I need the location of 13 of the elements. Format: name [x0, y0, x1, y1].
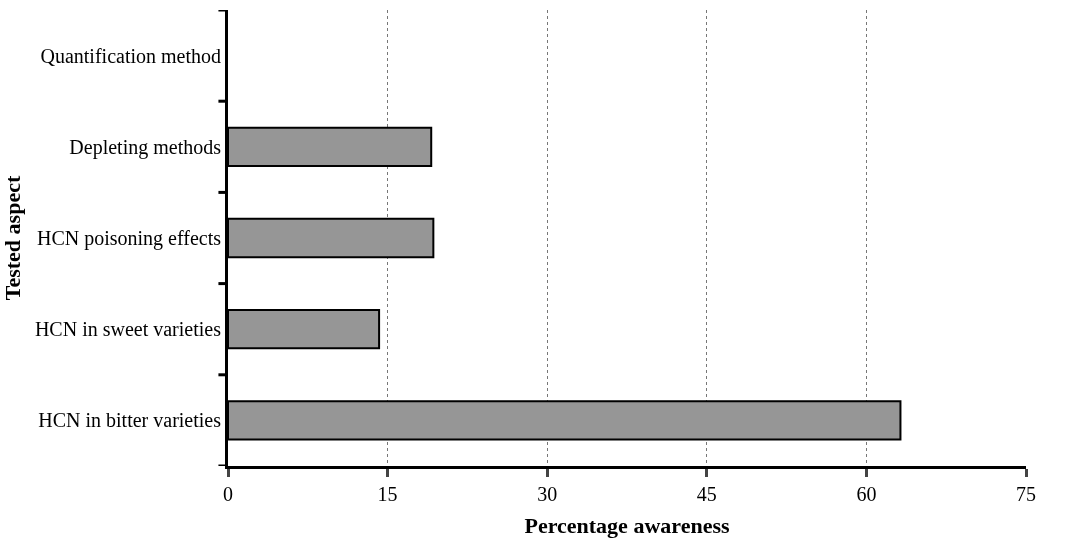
y-tick-label: HCN in sweet varieties: [34, 318, 222, 341]
y-tick-label: HCN poisoning effects: [36, 227, 222, 250]
y-axis-title: Tested aspect: [0, 175, 25, 301]
x-axis-title: Percentage awareness: [524, 512, 730, 538]
y-tick-label: Depleting methods: [69, 135, 222, 159]
x-tick-label: 0: [223, 483, 233, 505]
x-tick-label: 75: [1016, 483, 1036, 505]
x-tick-label: 45: [696, 483, 717, 505]
x-tick-label: 60: [856, 483, 877, 505]
y-tick-label: HCN in bitter varieties: [38, 409, 222, 432]
x-tick-label: 30: [537, 483, 558, 505]
x-tick-label: 15: [377, 483, 398, 505]
y-tick-label: Quantification method: [40, 44, 221, 67]
